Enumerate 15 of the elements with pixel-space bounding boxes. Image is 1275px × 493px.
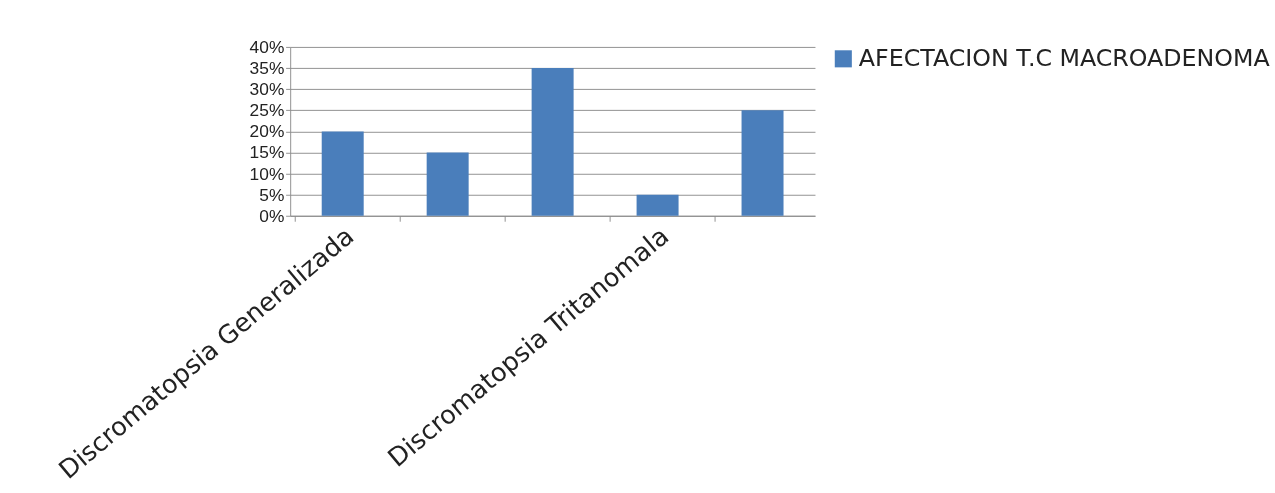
y-tick-label: 5% [259,184,285,205]
y-tick-label: 0% [259,205,285,226]
legend-label: AFECTACION T.C MACROADENOMA [858,44,1271,73]
y-tick-label: 35% [249,57,285,78]
y-tick-label: 15% [249,142,285,163]
bar [321,131,364,216]
y-tick-label: 40% [249,36,285,57]
bar [636,194,679,216]
bar [531,68,574,216]
bar [741,110,784,216]
y-tick-label: 20% [249,121,285,142]
y-tick-label: 30% [249,79,285,100]
bar [426,152,469,216]
y-tick-label: 25% [249,100,285,121]
y-tick-label: 10% [249,163,285,184]
